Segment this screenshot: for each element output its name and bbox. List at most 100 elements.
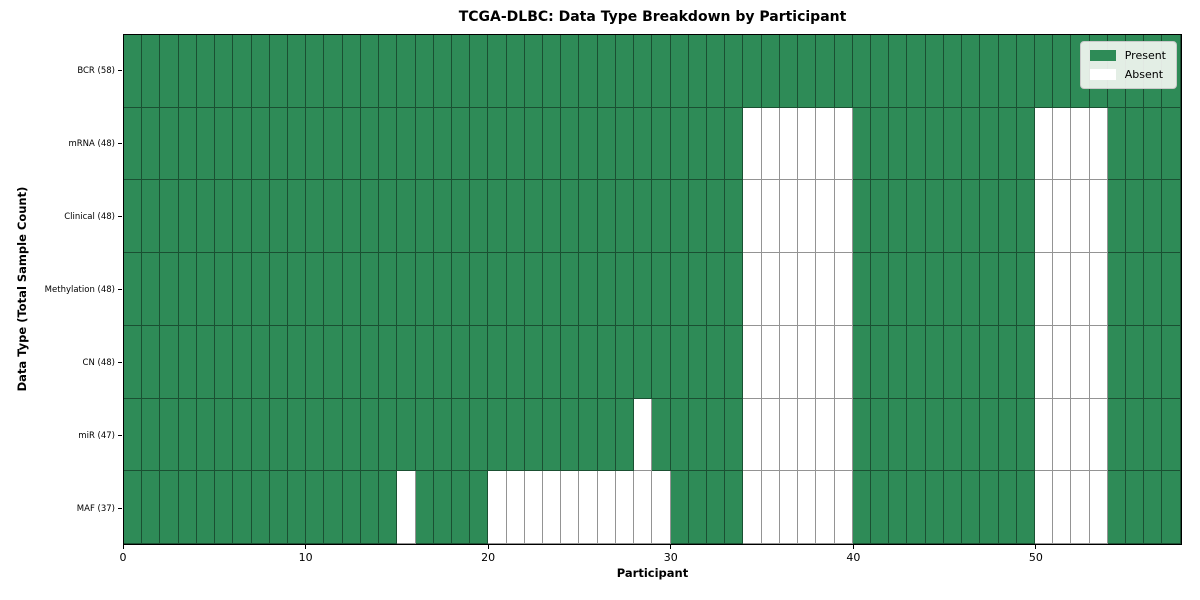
heatmap-cell-present: [196, 253, 216, 326]
heatmap-row-mir: [124, 398, 1181, 472]
heatmap-cell-present: [852, 35, 871, 108]
heatmap-cell-present: [670, 325, 689, 399]
heatmap-cell-absent: [1053, 180, 1072, 254]
heatmap-cell-present: [342, 471, 361, 545]
heatmap-cell-present: [470, 107, 489, 181]
heatmap-cell-present: [524, 325, 544, 399]
heatmap-cell-present: [196, 398, 216, 472]
heatmap-cell-present: [306, 180, 325, 254]
heatmap-cell-absent: [1034, 325, 1054, 399]
heatmap-cell-absent: [779, 325, 799, 399]
heatmap-cell-present: [379, 471, 398, 545]
heatmap-cell-present: [962, 35, 981, 108]
legend-label-present: Present: [1124, 49, 1166, 62]
heatmap-cell-present: [433, 471, 452, 545]
heatmap-cell-present: [998, 35, 1017, 108]
heatmap-cell-absent: [1053, 253, 1072, 326]
heatmap-cell-absent: [779, 398, 799, 472]
heatmap-cell-present: [287, 325, 307, 399]
heatmap-cell-present: [160, 35, 179, 108]
heatmap-cell-present: [506, 35, 525, 108]
heatmap-cell-absent: [652, 471, 671, 545]
heatmap-cell-present: [615, 180, 635, 254]
heatmap-cell-present: [269, 253, 288, 326]
heatmap-cell-present: [269, 325, 288, 399]
heatmap-cell-present: [652, 253, 671, 326]
heatmap-cell-absent: [1071, 107, 1090, 181]
x-tick-label: 30: [663, 551, 678, 564]
heatmap-cell-present: [433, 35, 452, 108]
heatmap-cell-present: [597, 35, 616, 108]
heatmap-cell-present: [1126, 107, 1145, 181]
heatmap-cell-present: [524, 107, 544, 181]
heatmap-cell-present: [178, 35, 197, 108]
heatmap-cell-present: [1162, 471, 1181, 545]
heatmap-cell-present: [360, 471, 380, 545]
heatmap-cell-present: [707, 325, 726, 399]
heatmap-cell-absent: [634, 471, 653, 545]
heatmap-cell-present: [561, 180, 580, 254]
y-tick-mark: [118, 70, 122, 71]
heatmap-cell-absent: [1034, 253, 1054, 326]
heatmap-cell-present: [233, 253, 252, 326]
heatmap-cell-present: [342, 325, 361, 399]
heatmap-cell-present: [907, 398, 926, 472]
y-tick-label: MAF (37): [76, 503, 115, 514]
y-tick-slot: MAF (37): [0, 472, 115, 545]
heatmap-cell-present: [615, 325, 635, 399]
heatmap-cell-present: [233, 107, 252, 181]
heatmap-cell-present: [415, 180, 434, 254]
heatmap-cell-present: [506, 253, 525, 326]
heatmap-cell-present: [196, 471, 216, 545]
heatmap-cell-present: [1016, 180, 1035, 254]
heatmap-cell-absent: [816, 253, 835, 326]
heatmap-cell-present: [415, 253, 434, 326]
heatmap-cell-present: [342, 253, 361, 326]
heatmap-cell-present: [233, 325, 252, 399]
heatmap-cell-present: [470, 180, 489, 254]
heatmap-cell-present: [725, 398, 744, 472]
heatmap-cell-present: [707, 107, 726, 181]
heatmap-cell-absent: [543, 471, 562, 545]
y-tick-label: Clinical (48): [64, 211, 115, 222]
heatmap-row-cn: [124, 325, 1181, 399]
x-tick-mark: [305, 545, 307, 549]
heatmap-cell-absent: [634, 398, 653, 472]
y-tick-mark: [118, 362, 122, 363]
heatmap-cell-present: [907, 107, 926, 181]
heatmap-cell-present: [707, 180, 726, 254]
heatmap-cell-present: [907, 180, 926, 254]
heatmap-cell-present: [962, 253, 981, 326]
x-tick-label: 20: [481, 551, 496, 564]
heatmap-cell-present: [360, 35, 380, 108]
heatmap-cell-present: [196, 325, 216, 399]
heatmap-cell-present: [889, 35, 908, 108]
heatmap-cell-present: [142, 471, 161, 545]
heatmap-cell-present: [1053, 35, 1072, 108]
heatmap-cell-present: [907, 471, 926, 545]
heatmap-cell-present: [215, 325, 234, 399]
heatmap-cell-present: [870, 325, 890, 399]
heatmap-cell-present: [178, 180, 197, 254]
heatmap-cell-present: [360, 325, 380, 399]
heatmap-cell-present: [324, 471, 343, 545]
heatmap-cell-present: [324, 325, 343, 399]
heatmap-cell-present: [160, 180, 179, 254]
heatmap-cell-present: [870, 253, 890, 326]
heatmap-cell-present: [561, 107, 580, 181]
heatmap-cell-present: [943, 35, 963, 108]
x-tick-label: 50: [1028, 551, 1043, 564]
heatmap-cell-present: [1126, 180, 1145, 254]
x-tick-mark: [487, 545, 489, 549]
heatmap-cell-present: [451, 35, 471, 108]
heatmap-cell-present: [597, 180, 616, 254]
heatmap-cell-absent: [834, 398, 853, 472]
heatmap-cell-present: [543, 398, 562, 472]
heatmap-cell-present: [943, 180, 963, 254]
heatmap-cell-present: [306, 398, 325, 472]
heatmap-cell-present: [1107, 180, 1127, 254]
heatmap-cell-absent: [761, 253, 780, 326]
heatmap-cell-absent: [834, 253, 853, 326]
heatmap-cell-present: [1126, 471, 1145, 545]
